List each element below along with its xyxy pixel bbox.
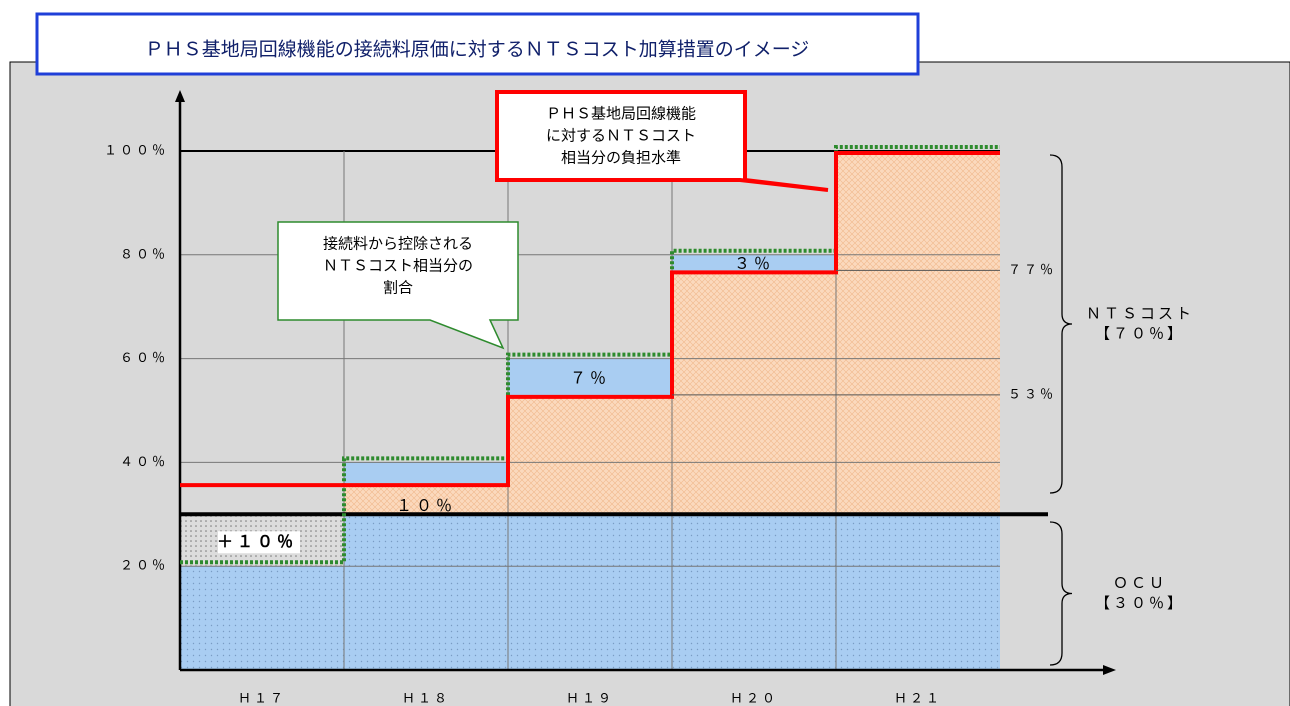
y-tick-label: ８０％ [120, 247, 168, 262]
callout [495, 90, 829, 192]
ocu-area [180, 566, 344, 670]
callout-text: ＮＴＳコスト相当分の [323, 257, 473, 275]
brace-label: 【７０％】 [1095, 325, 1185, 343]
y-arrow [175, 90, 185, 102]
y-tick-label: １００％ [104, 144, 168, 159]
nts-area [836, 151, 1000, 515]
nts-area [508, 394, 672, 515]
ocu-area [508, 514, 672, 670]
x-tick-label: Ｈ１８ [402, 692, 450, 706]
x-tick-label: Ｈ２０ [730, 692, 778, 706]
x-tick-label: Ｈ１９ [566, 692, 614, 706]
ocu-area [836, 514, 1000, 670]
brace-label: ＯＣＵ [1113, 574, 1167, 592]
y-tick-label: ２０％ [120, 559, 168, 574]
step-label: ＋１０％ [217, 532, 297, 551]
callout-text: 割合 [383, 279, 413, 297]
callout-text: ＰＨＳ基地局回線機能 [546, 105, 696, 123]
brace-label: 【３０％】 [1095, 594, 1185, 612]
y-tick-label: ４０％ [120, 455, 168, 470]
x-tick-label: Ｈ１７ [238, 692, 286, 706]
deduct-area [508, 358, 672, 395]
value-label: ７７％ [1008, 263, 1056, 278]
title-box [35, 12, 920, 76]
step-label: １０％ [396, 496, 456, 515]
deduct-area [672, 254, 836, 271]
callout [277, 221, 519, 350]
ocu-area [344, 514, 508, 670]
brace-label: ＮＴＳコスト [1086, 305, 1194, 323]
callout-text: 相当分の負担水準 [561, 149, 681, 167]
label-bg [218, 531, 300, 554]
brace [1049, 154, 1073, 494]
step-label: ３％ [734, 254, 774, 273]
callout-text: に対するＮＴＳコスト [546, 127, 696, 145]
step-label: ７％ [570, 368, 610, 387]
deduct-area [344, 462, 508, 484]
step-line [180, 151, 1000, 488]
x-arrow [1103, 665, 1116, 675]
chart-title: ＰＨＳ基地局回線機能の接続料原価に対するＮＴＳコスト加算措置のイメージ [145, 39, 810, 61]
callout-text: 接続料から控除される [323, 235, 473, 253]
value-label: ５３％ [1008, 387, 1056, 402]
brace [1049, 521, 1073, 666]
nts-area [672, 270, 836, 515]
step-line [180, 145, 1000, 565]
y-tick-label: ６０％ [120, 351, 168, 366]
x-tick-label: Ｈ２１ [894, 692, 942, 706]
nts-area [344, 483, 508, 515]
ocu-area [672, 514, 836, 670]
